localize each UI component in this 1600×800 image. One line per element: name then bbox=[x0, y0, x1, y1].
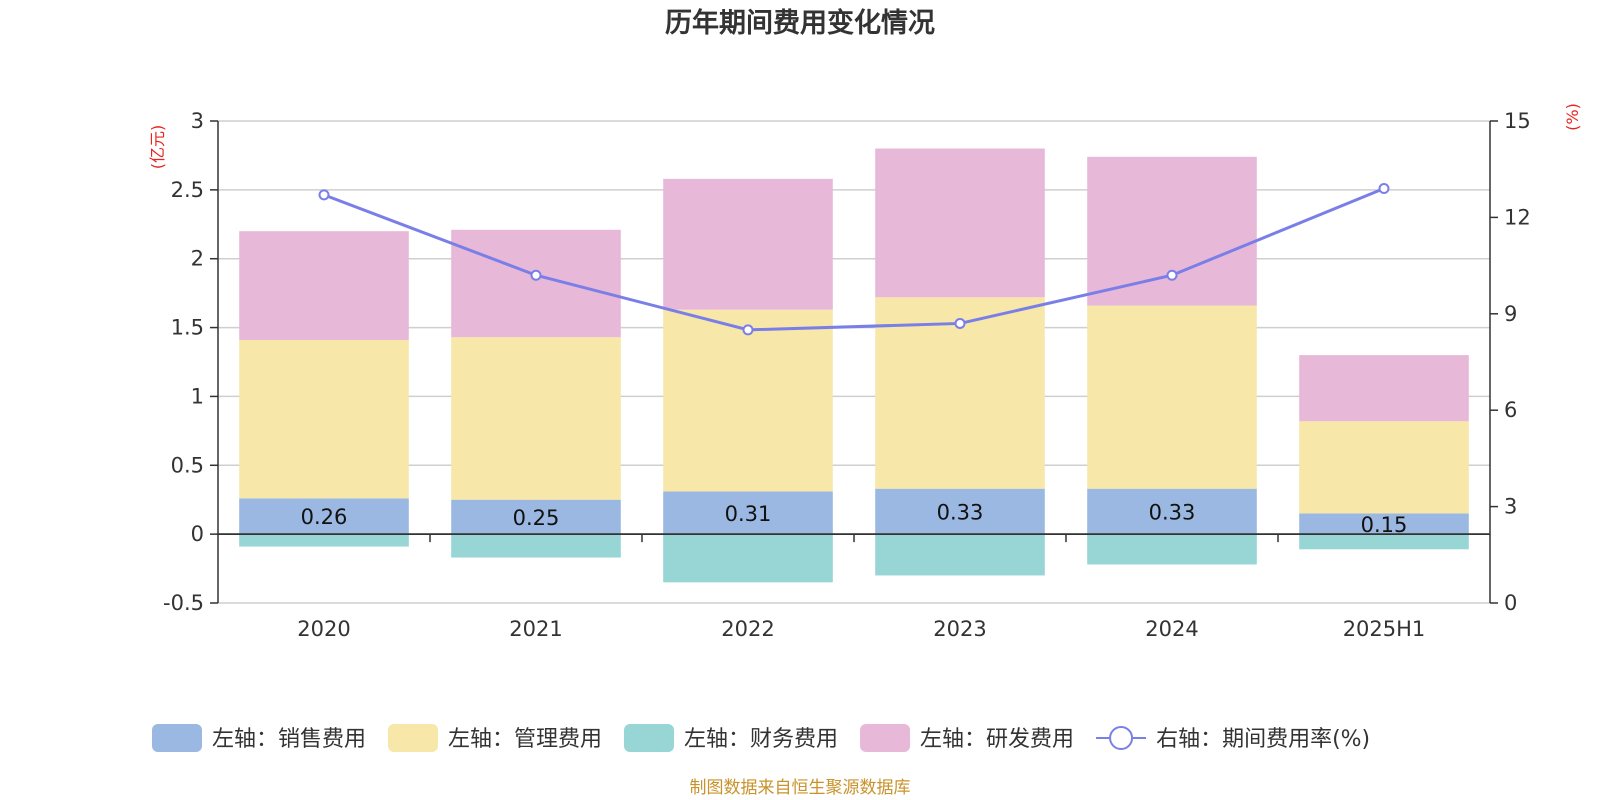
legend-item: 左轴：销售费用 bbox=[152, 724, 366, 752]
legend-label: 左轴：研发费用 bbox=[920, 727, 1074, 752]
left-tick-label: 2 bbox=[191, 247, 204, 271]
bar-2021-左轴：管理费用 bbox=[451, 337, 621, 500]
axes: 3 2.5 2 1.5 1 0.5 0 -0.5 15 12 9 6 3 0 2020 2021 2022 202… bbox=[163, 109, 1531, 641]
right-tick-label: 6 bbox=[1504, 398, 1517, 422]
bar-2021-左轴：销售费用 bbox=[451, 499, 621, 535]
legend-label: 右轴：期间费用率(%) bbox=[1156, 727, 1370, 752]
bar-2022-左轴：财务费用 bbox=[663, 534, 833, 583]
bar-2024-左轴：财务费用 bbox=[1087, 534, 1257, 565]
right-tick-label: 0 bbox=[1504, 591, 1517, 615]
left-tick-label: 0.5 bbox=[171, 453, 204, 477]
bar-2025H1-左轴：管理费用 bbox=[1299, 421, 1469, 514]
expense-rate-point-2023 bbox=[954, 317, 966, 329]
x-tick-label: 2021 bbox=[509, 617, 562, 641]
legend-label: 左轴：管理费用 bbox=[448, 727, 602, 752]
legend-swatch bbox=[860, 724, 911, 752]
bar-2022-左轴：销售费用 bbox=[663, 491, 833, 535]
bar-2025H1-左轴：销售费用 bbox=[1299, 513, 1469, 535]
expense-rate-point-2020 bbox=[318, 189, 330, 201]
legend-item: 左轴：管理费用 bbox=[388, 724, 602, 752]
right-tick-label: 3 bbox=[1504, 495, 1517, 519]
source-note: 制图数据来自恒生聚源数据库 bbox=[690, 778, 911, 798]
bar-2021-左轴：研发费用 bbox=[451, 229, 621, 338]
bar-2023-左轴：销售费用 bbox=[875, 488, 1045, 535]
right-tick-label: 9 bbox=[1504, 302, 1517, 326]
x-tick-label: 2025H1 bbox=[1343, 617, 1426, 641]
right-tick-label: 12 bbox=[1504, 205, 1531, 229]
bar-2024-左轴：销售费用 bbox=[1087, 488, 1257, 535]
legend-swatch bbox=[388, 724, 439, 752]
bar-2020-左轴：研发费用 bbox=[239, 231, 409, 340]
x-tick-label: 2024 bbox=[1145, 617, 1198, 641]
right-axis-unit: (%) bbox=[1563, 103, 1582, 131]
legend-swatch bbox=[152, 724, 202, 752]
bar-2020-左轴：销售费用 bbox=[239, 498, 409, 535]
expense-rate-point-2024 bbox=[1166, 269, 1178, 281]
chart-title: 历年期间费用变化情况 bbox=[665, 7, 935, 39]
legend-item: 左轴：财务费用 bbox=[624, 724, 838, 752]
legend-label: 左轴：销售费用 bbox=[212, 727, 366, 752]
bar-2024-左轴：管理费用 bbox=[1087, 305, 1257, 489]
expense-rate-point-2025H1 bbox=[1378, 182, 1390, 194]
expense-rate-polyline bbox=[323, 187, 1385, 332]
bar-2022-左轴：管理费用 bbox=[663, 309, 833, 492]
x-tick-label: 2020 bbox=[297, 617, 350, 641]
legend: 左轴：销售费用 左轴：管理费用 左轴：财务费用 左轴：研发费用 右轴：期间费用率(%) bbox=[152, 724, 1370, 752]
data-labels: 0.26 0.25 0.31 0.33 0.33 0.15 bbox=[301, 500, 1408, 536]
bar-2025H1-左轴：财务费用 bbox=[1299, 534, 1469, 550]
left-tick-label: 3 bbox=[191, 109, 204, 133]
bar-2024-左轴：研发费用 bbox=[1087, 156, 1257, 306]
bar-2023-左轴：研发费用 bbox=[875, 148, 1045, 298]
bar-2020-左轴：管理费用 bbox=[239, 339, 409, 499]
left-tick-label: -0.5 bbox=[163, 591, 204, 615]
left-tick-label: 1 bbox=[191, 384, 204, 408]
legend-marker bbox=[1109, 726, 1134, 750]
bar-2020-左轴：财务费用 bbox=[239, 534, 409, 547]
data-label-2022: 0.31 bbox=[725, 502, 772, 526]
data-label-2023: 0.33 bbox=[937, 500, 984, 524]
data-label-2020: 0.26 bbox=[301, 505, 348, 529]
bars bbox=[239, 148, 1469, 583]
legend-label: 左轴：财务费用 bbox=[684, 727, 838, 752]
x-tick-label: 2023 bbox=[933, 617, 986, 641]
expense-rate-line bbox=[318, 182, 1390, 336]
legend-item: 右轴：期间费用率(%) bbox=[1096, 726, 1370, 752]
left-tick-label: 1.5 bbox=[171, 316, 204, 340]
legend-item: 左轴：研发费用 bbox=[860, 724, 1074, 752]
left-axis-unit: (亿元) bbox=[148, 125, 167, 170]
bar-2025H1-左轴：研发费用 bbox=[1299, 355, 1469, 422]
bar-2021-左轴：财务费用 bbox=[451, 534, 621, 558]
legend-swatch bbox=[624, 724, 675, 752]
bar-2023-左轴：财务费用 bbox=[875, 534, 1045, 576]
bar-2023-左轴：管理费用 bbox=[875, 297, 1045, 489]
bar-2022-左轴：研发费用 bbox=[663, 178, 833, 310]
right-tick-label: 15 bbox=[1504, 109, 1531, 133]
data-label-2025H1: 0.15 bbox=[1361, 513, 1408, 537]
expense-rate-point-2022 bbox=[742, 324, 754, 336]
expense-rate-point-2021 bbox=[530, 269, 542, 281]
x-tick-label: 2022 bbox=[721, 617, 774, 641]
data-label-2024: 0.33 bbox=[1149, 500, 1196, 524]
data-label-2021: 0.25 bbox=[513, 506, 560, 530]
left-tick-label: 0 bbox=[191, 522, 204, 546]
left-tick-label: 2.5 bbox=[171, 178, 204, 202]
